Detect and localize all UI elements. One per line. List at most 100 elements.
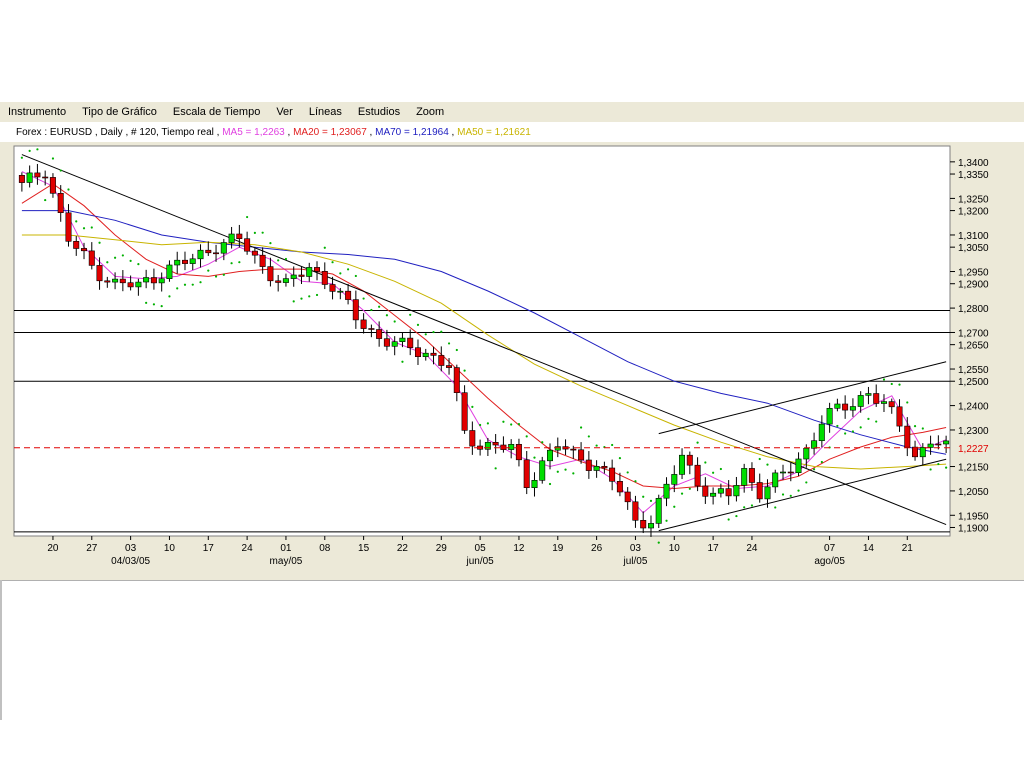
last-price-line: 1,2227	[14, 444, 989, 455]
sar-dot	[284, 257, 288, 261]
candle-body	[205, 249, 212, 254]
candle-body	[275, 280, 282, 283]
candle-body	[484, 441, 491, 450]
candle-body	[251, 250, 258, 256]
candle-body	[18, 174, 25, 183]
sar-dot	[494, 467, 497, 470]
sar-dot	[797, 489, 800, 492]
candle-body	[554, 446, 561, 451]
candle-body	[725, 488, 732, 497]
x-month-label: may/05	[270, 556, 303, 567]
sar-dot	[207, 269, 210, 272]
menu-instrumento[interactable]: Instrumento	[8, 106, 67, 118]
sar-dot	[222, 273, 225, 276]
sar-dot	[712, 471, 715, 474]
sar-dot	[300, 297, 303, 300]
candle-body	[663, 483, 670, 499]
sar-dot	[183, 283, 187, 286]
ma-line-ma20	[21, 183, 947, 490]
sar-dot	[331, 261, 334, 264]
sar-dot	[525, 435, 528, 438]
sar-dot	[774, 506, 777, 509]
menu-estudios[interactable]: Estudios	[357, 106, 401, 118]
sar-dot	[447, 342, 451, 345]
ma70-label: MA70 = 1,21964	[375, 126, 449, 138]
sar-dot	[51, 157, 55, 160]
sar-dot	[20, 156, 23, 159]
trend-line	[21, 154, 947, 526]
candle-body	[469, 430, 476, 447]
sar-dot	[98, 241, 101, 244]
candle-body	[686, 454, 693, 466]
sar-dot	[315, 293, 319, 297]
x-day-label: 10	[164, 543, 176, 554]
candle-body	[197, 249, 204, 260]
candle-body	[34, 172, 41, 178]
candle-body	[671, 474, 678, 485]
sar-dot	[246, 215, 249, 219]
y-tick-label: 1,2050	[958, 487, 989, 498]
menu-zoom[interactable]: Zoom	[416, 106, 445, 118]
candle-body	[694, 464, 701, 487]
menu-lineas[interactable]: Líneas	[308, 106, 342, 118]
y-tick-label: 1,3100	[958, 231, 989, 242]
candle-body	[166, 264, 173, 279]
candle-body	[795, 458, 802, 473]
x-month-label: 04/03/05	[111, 556, 150, 567]
candle-body	[787, 471, 794, 474]
menu-tipo-de-grafico[interactable]: Tipo de Gráfico	[82, 106, 157, 118]
candle-body	[88, 250, 95, 266]
candle-body	[570, 448, 577, 451]
candle-body	[81, 248, 88, 252]
sar-dot	[626, 471, 629, 474]
candle-body	[228, 233, 235, 243]
y-tick-label: 1,2650	[958, 341, 989, 352]
sar-dot	[424, 333, 427, 336]
ma20-label: MA20 = 1,23067	[293, 126, 367, 138]
candle-body	[461, 392, 468, 431]
x-day-label: 08	[319, 543, 331, 554]
x-day-label: 26	[591, 543, 603, 554]
candle-body	[298, 274, 305, 277]
candle-body	[826, 407, 833, 425]
candle-body	[849, 406, 856, 411]
y-tick-label: 1,3050	[958, 243, 989, 254]
sar-dot	[502, 420, 505, 423]
sar-dot	[230, 262, 233, 265]
sar-dot	[191, 283, 194, 286]
menu-escala-de-tiempo[interactable]: Escala de Tiempo	[172, 106, 261, 118]
sar-dot	[587, 435, 590, 438]
sar-dot	[440, 330, 443, 333]
candle-body	[492, 441, 499, 446]
candle-body	[42, 176, 49, 179]
sar-dot	[401, 360, 404, 363]
candle-body	[438, 355, 445, 366]
sar-dot	[510, 423, 513, 426]
candle-body	[546, 449, 553, 462]
sar-dot	[409, 313, 412, 316]
sar-dot	[214, 275, 218, 278]
candle-body	[880, 401, 887, 404]
sar-dot	[517, 423, 521, 426]
candle-body	[360, 319, 367, 329]
candle-body	[772, 472, 779, 488]
candle-body	[624, 491, 631, 503]
candle-body	[236, 233, 243, 239]
sar-dot	[945, 466, 948, 469]
menu-ver[interactable]: Ver	[276, 106, 293, 118]
y-tick-label: 1,2900	[958, 280, 989, 291]
sar-dot	[688, 487, 691, 490]
x-month-label: ago/05	[814, 556, 845, 567]
candle-body	[896, 406, 903, 427]
sar-dot	[719, 467, 722, 471]
sar-dot	[354, 274, 357, 278]
candle-body	[407, 337, 414, 349]
candle-body	[756, 482, 763, 500]
x-day-label: 01	[280, 543, 292, 554]
sar-dot	[308, 295, 311, 298]
candle-body	[640, 519, 647, 529]
sar-dot	[836, 424, 839, 428]
candle-body	[803, 447, 810, 460]
sar-dot	[859, 426, 862, 429]
